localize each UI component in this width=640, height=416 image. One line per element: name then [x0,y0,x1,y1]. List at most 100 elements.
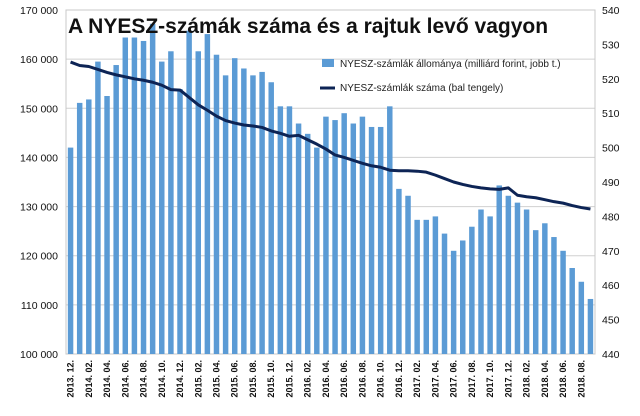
bar [122,37,129,355]
x-axis-tick-label: 2014. 10. [157,360,167,398]
bar [359,116,366,354]
bar [259,71,265,355]
bar [432,216,439,354]
right-axis: 440 450 460 470 480 490 500 510 520 530 540 [602,5,620,361]
bar [76,102,83,354]
left-axis-tick-label: 170 000 [20,5,58,17]
x-axis-tick-label: 2016. 02. [303,360,313,398]
legend: NYESZ-számlák állománya (milliárd forint… [320,59,561,94]
x-axis-tick-label: 2017. 10. [485,360,495,398]
right-axis-tick-label: 540 [602,5,620,17]
legend-line-label: NYESZ-számlák száma (bal tengely) [340,83,503,94]
bar [231,58,238,354]
bar [95,61,101,354]
bar [551,237,557,354]
right-axis-tick-label: 480 [602,211,620,223]
line-series [70,60,591,211]
bar [560,250,566,354]
bar [268,82,274,355]
bar [478,209,484,354]
bar [578,281,585,354]
bar [450,250,457,354]
bar [341,113,347,354]
bar [277,106,284,354]
bar [569,268,575,354]
bar [286,106,293,354]
bar [177,89,183,355]
x-axis-tick-label: 2018. 02. [522,360,532,398]
bar [396,188,402,354]
bar [414,219,420,354]
x-axis-tick-label: 2016. 12. [394,360,404,398]
bar [314,147,320,354]
x-axis-tick-label: 2018. 04. [540,360,550,398]
x-axis-tick-label: 2016. 10. [376,360,386,398]
bar [159,61,165,354]
bar [377,126,384,355]
bar [113,65,119,354]
bar [441,233,448,354]
bar [514,202,521,354]
bar [195,51,201,354]
x-axis-tick-label: 2015. 06. [230,360,240,398]
bar [332,120,338,354]
x-axis-tick-label: 2014. 02. [84,360,94,398]
x-axis-tick-label: 2018. 06. [558,360,568,398]
bar [86,99,92,354]
bar [323,116,329,354]
bar [469,226,475,354]
bar [423,219,430,354]
bar [587,298,594,354]
right-axis-tick-label: 450 [602,315,620,327]
bar [140,40,147,355]
bar [460,240,466,354]
x-axis-tick-label: 2017. 06. [449,360,459,398]
bar [532,230,539,354]
bar [387,106,393,354]
bar [186,30,192,354]
bar [505,195,512,354]
x-axis-tick-label: 2014. 08. [139,360,149,398]
x-axis-tick-label: 2016. 06. [339,360,349,398]
bar [213,54,220,354]
series-line [70,60,591,211]
left-axis-tick-label: 130 000 [20,202,58,214]
left-axis-tick-label: 110 000 [21,300,58,312]
bar [496,185,502,354]
right-axis-tick-label: 440 [602,349,620,361]
right-axis-tick-label: 460 [602,280,620,292]
bar [67,147,74,354]
x-axis-tick-label: 2017. 08. [467,360,477,398]
bar [241,68,247,354]
bar [222,75,229,355]
bar [131,37,138,355]
right-axis-tick-label: 500 [602,143,620,155]
bar [250,75,256,355]
right-axis-tick-label: 510 [602,108,620,120]
x-axis-tick-label: 2015. 04. [211,360,221,398]
x-axis-tick-label: 2015. 02. [193,360,203,398]
right-axis-tick-label: 470 [602,246,620,258]
legend-bar-label: NYESZ-számlák állománya (milliárd forint… [340,59,561,70]
x-axis-tick-label: 2013. 12. [66,360,76,398]
bar [523,209,530,354]
left-axis-tick-label: 120 000 [20,251,58,263]
left-axis-tick-label: 160 000 [20,54,58,66]
x-axis-tick-label: 2015. 08. [248,360,258,398]
x-axis: 2013. 12. 2014. 02. 2014. 04. 2014. 06. 2014… [66,360,587,398]
right-axis-tick-label: 520 [602,74,620,86]
x-axis-tick-label: 2018. 08. [576,360,586,398]
bar [487,216,493,354]
x-axis-tick-label: 2016. 08. [357,360,367,398]
right-axis-tick-label: 530 [602,39,620,51]
x-axis-tick-label: 2017. 04. [430,360,440,398]
bar-series [67,23,594,355]
bar [350,123,357,355]
x-axis-tick-label: 2014. 06. [120,360,130,398]
bar [168,51,174,354]
bar [368,126,375,355]
bar [149,23,156,354]
bar [204,34,211,355]
plot-area-border [65,9,596,355]
